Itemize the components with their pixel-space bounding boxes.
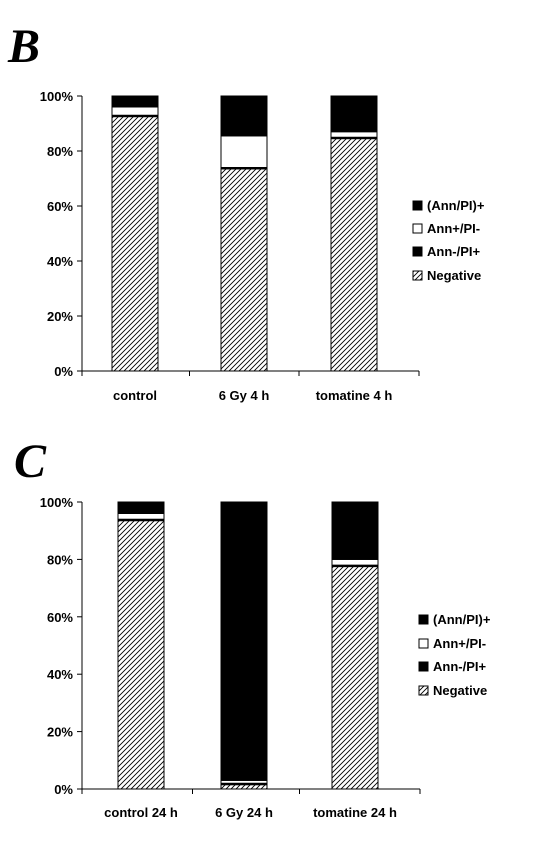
y-tick-label: 100% (40, 89, 74, 104)
y-tick-label: 0% (54, 364, 73, 379)
bar-segment (111, 106, 159, 116)
legend-swatch (412, 200, 423, 211)
bar-segment (220, 784, 268, 790)
bar-segment (111, 95, 159, 108)
bar-segment (330, 131, 378, 138)
category-label: control (113, 388, 157, 403)
y-tick-label: 80% (47, 552, 73, 567)
legend-label: Ann-/PI+ (427, 244, 480, 259)
panel-letter: C (14, 435, 47, 488)
legend-swatch (412, 246, 423, 257)
y-tick-label: 0% (54, 782, 73, 797)
chart-panel-1: C 0% 20% 40% 60% 80% 100% control 24 h 6 Gy 24 h… (14, 435, 491, 820)
legend-label: (Ann/PI)+ (427, 198, 485, 213)
category-label: control 24 h (104, 805, 178, 820)
y-tick-label: 40% (47, 667, 73, 682)
panel-letter: B (7, 20, 40, 73)
bar-segment (331, 558, 379, 566)
y-tick-label: 60% (47, 199, 73, 214)
legend-swatch (418, 614, 429, 625)
legend-swatch (412, 223, 423, 234)
chart-panel-0: B 0% 20% 40% 60% 80% 100% control 6 Gy 4 h tomati… (7, 20, 485, 403)
y-tick-label: 80% (47, 144, 73, 159)
category-label: 6 Gy 4 h (219, 388, 270, 403)
legend-label: Ann-/PI+ (433, 659, 486, 674)
bar-segment (330, 95, 378, 133)
y-tick-label: 20% (47, 309, 73, 324)
legend-swatch (418, 661, 429, 672)
category-label: tomatine 24 h (313, 805, 397, 820)
y-tick-label: 100% (40, 495, 74, 510)
legend-label: Ann+/PI- (433, 636, 486, 651)
legend-label: Ann+/PI- (427, 221, 480, 236)
bar-segment (117, 512, 165, 520)
legend-swatch (418, 638, 429, 649)
bar-segment (117, 501, 165, 514)
category-label: 6 Gy 24 h (215, 805, 273, 820)
legend-label: Negative (433, 683, 487, 698)
bar-segment (220, 135, 268, 168)
y-tick-label: 20% (47, 725, 73, 740)
bar-segment (111, 116, 159, 372)
bar-segment (331, 501, 379, 560)
bar-segment (220, 501, 268, 781)
bar-segment (331, 566, 379, 790)
legend-label: (Ann/PI)+ (433, 612, 491, 627)
y-tick-label: 40% (47, 254, 73, 269)
legend-swatch (412, 270, 423, 281)
category-label: tomatine 4 h (316, 388, 393, 403)
legend-label: Negative (427, 268, 481, 283)
bar-segment (220, 168, 268, 372)
bar-segment (330, 138, 378, 372)
bar-segment (220, 95, 268, 137)
bar-segment (117, 520, 165, 790)
legend-swatch (418, 685, 429, 696)
y-tick-label: 60% (47, 610, 73, 625)
